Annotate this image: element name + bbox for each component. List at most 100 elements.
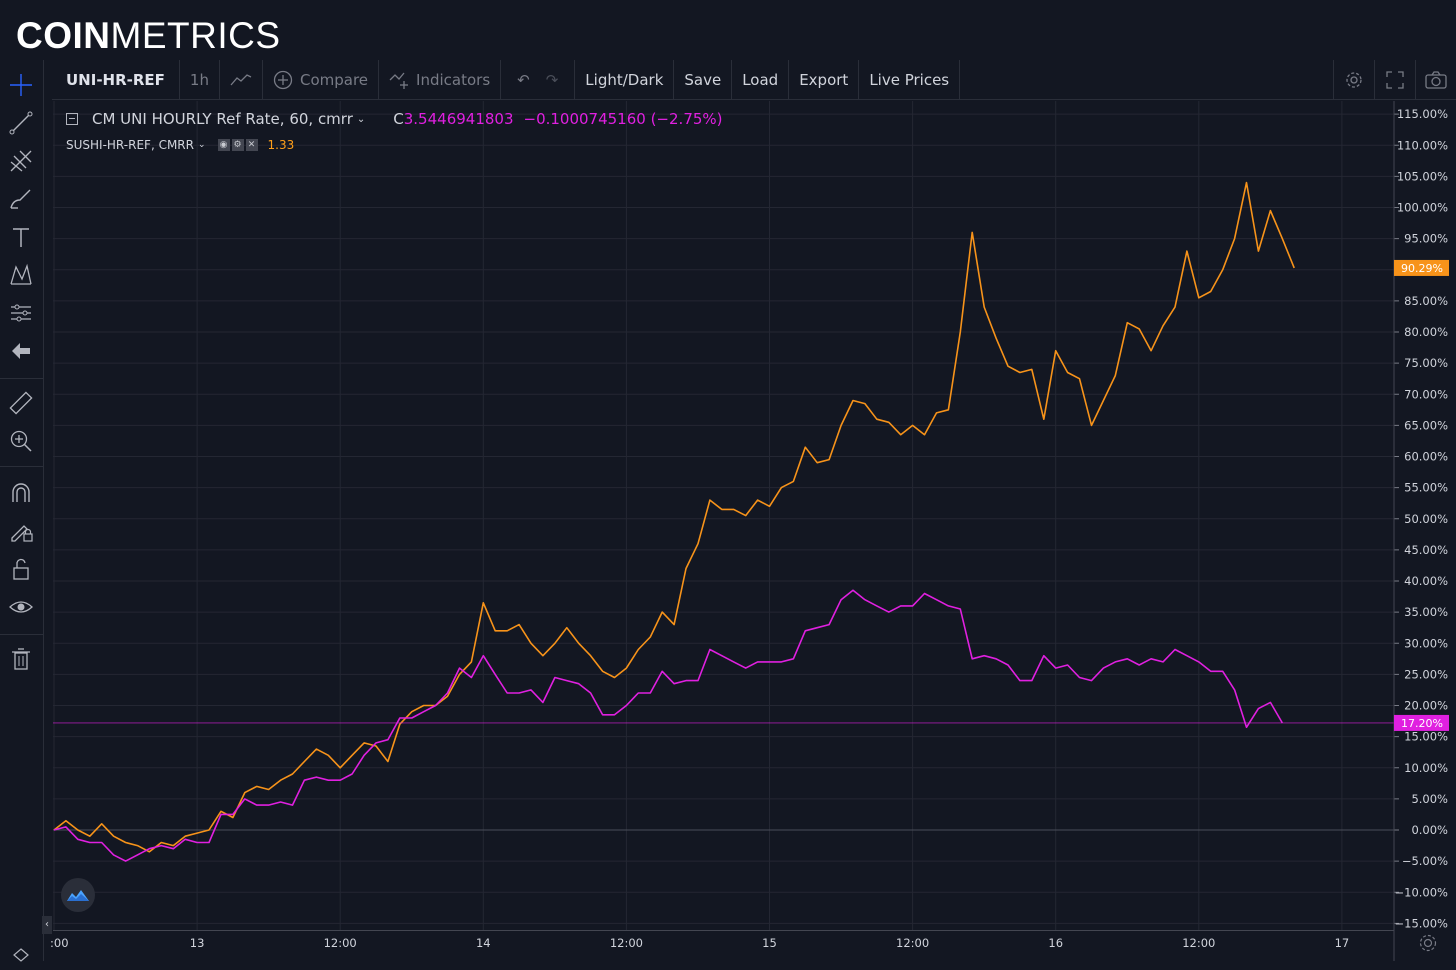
compare-label: Compare: [299, 70, 369, 89]
fullscreen-button[interactable]: [1374, 60, 1415, 100]
change-value: −0.1000745160 (−2.75%): [523, 110, 723, 128]
indicators-icon: [389, 72, 409, 89]
pattern-tool-icon[interactable]: [6, 260, 36, 290]
light-dark-button[interactable]: Light/Dark: [575, 59, 675, 100]
x-axis: :00 13 12:00 14 12:00 15 12:00 16 12:00 17: [50, 930, 1394, 950]
series-line-uni: [53, 589, 1283, 862]
y-tick-label: 55.00%: [1404, 481, 1448, 495]
symbol-button[interactable]: UNI-HR-REF: [52, 59, 180, 100]
y-tick-label: 80.00%: [1404, 325, 1448, 339]
collapse-legend-icon[interactable]: [66, 113, 78, 125]
unlock-icon[interactable]: [6, 554, 36, 584]
x-tick-label: :00: [50, 936, 69, 950]
axis-settings-icon[interactable]: [1416, 931, 1440, 955]
y-axis: 115.00%110.00%105.00%100.00%95.00%90.00%…: [1393, 101, 1449, 961]
fib-tool-icon[interactable]: [6, 146, 36, 176]
compare-series-title[interactable]: SUSHI-HR-REF, CMRR: [66, 138, 194, 152]
lock-drawing-icon[interactable]: [6, 516, 36, 546]
x-tick-label: 12:00: [896, 936, 929, 950]
close-prefix: C: [393, 110, 404, 128]
chevron-down-icon[interactable]: ⌄: [356, 113, 366, 125]
last-value-badge: [1394, 259, 1449, 276]
trash-icon[interactable]: [6, 644, 36, 674]
x-tick-label: 12:00: [1182, 936, 1215, 950]
compare-button[interactable]: Compare: [263, 59, 380, 100]
screenshot-button[interactable]: [1415, 60, 1456, 100]
arrow-left-icon[interactable]: [6, 336, 36, 366]
measure-tool-icon[interactable]: [6, 298, 36, 328]
y-tick-label: 40.00%: [1404, 574, 1448, 588]
close-icon[interactable]: ✕: [245, 139, 258, 151]
visibility-icon[interactable]: ◉: [217, 139, 230, 151]
line-chart-icon: [230, 73, 252, 85]
toolbar-right-group: [1333, 60, 1456, 100]
toolbar-divider: [0, 466, 44, 467]
y-tick-label: 20.00%: [1404, 699, 1448, 713]
main-series-title[interactable]: CM UNI HOURLY Ref Rate, 60, cmrr: [92, 110, 353, 128]
x-tick-label: 17: [1335, 936, 1350, 950]
interval-button[interactable]: 1h: [180, 59, 220, 100]
series-line-sushi: [53, 181, 1295, 853]
ruler-icon[interactable]: [6, 388, 36, 418]
plus-circle-icon: [273, 70, 293, 89]
y-tick-label: −15.00%: [1395, 916, 1449, 930]
undo-icon[interactable]: ↶: [517, 70, 530, 89]
x-tick-label: 12:00: [324, 936, 357, 950]
live-prices-button[interactable]: Live Prices: [859, 59, 961, 100]
indicators-button[interactable]: Indicators: [379, 59, 502, 100]
toolbar-divider: [0, 634, 44, 635]
y-tick-label: 105.00%: [1397, 169, 1448, 183]
toolbar-divider: [0, 378, 44, 379]
export-button[interactable]: Export: [789, 59, 860, 100]
y-tick-label: 60.00%: [1404, 450, 1448, 464]
gear-icon: [1346, 72, 1362, 88]
indicators-label: Indicators: [416, 70, 491, 89]
settings-button[interactable]: [1333, 60, 1374, 100]
compare-series-legend: SUSHI-HR-REF, CMRR ⌄ ◉ ⚙ ✕ 1.33: [66, 138, 294, 152]
y-tick-label: 5.00%: [1411, 792, 1448, 806]
compare-value: 1.33: [267, 138, 295, 152]
chart-logo-button[interactable]: [61, 878, 95, 912]
undo-redo-group: ↶ ↷: [501, 59, 576, 100]
text-tool-icon[interactable]: [6, 222, 36, 252]
save-button[interactable]: Save: [674, 59, 733, 100]
camera-icon: [1425, 71, 1447, 89]
trend-line-icon[interactable]: [6, 108, 36, 138]
x-tick-label: 13: [190, 936, 205, 950]
y-tick-label: 10.00%: [1404, 761, 1448, 775]
close-value: 3.5446941803: [403, 110, 514, 128]
eye-icon[interactable]: [6, 592, 36, 622]
y-tick-label: −10.00%: [1395, 885, 1449, 899]
y-tick-label: 35.00%: [1404, 605, 1448, 619]
magnet-icon[interactable]: [6, 478, 36, 508]
y-tick-label: 100.00%: [1397, 201, 1448, 215]
x-tick-label: 15: [762, 936, 777, 950]
series-lines: [53, 181, 1394, 862]
y-tick-label: 25.00%: [1404, 667, 1448, 681]
y-tick-label: 45.00%: [1404, 543, 1448, 557]
brush-icon[interactable]: [6, 184, 36, 214]
y-tick-label: −5.00%: [1402, 854, 1448, 868]
chevron-down-icon[interactable]: ⌄: [197, 140, 206, 150]
last-value-badges: 17.20% 90.29%: [1394, 259, 1449, 731]
gear-icon[interactable]: ⚙: [231, 139, 244, 151]
collapse-toolbar-button[interactable]: ‹: [42, 916, 52, 934]
y-tick-label: 30.00%: [1404, 636, 1448, 650]
cloud-logo-icon: [67, 890, 89, 901]
crosshair-icon[interactable]: [6, 70, 36, 100]
y-tick-label: 110.00%: [1397, 138, 1448, 152]
main-series-legend: CM UNI HOURLY Ref Rate, 60, cmrr ⌄ C 3.5…: [66, 110, 723, 128]
drawing-toolbar: [0, 60, 44, 962]
chart-type-button[interactable]: [220, 59, 263, 100]
chart-grid: [53, 101, 1394, 930]
zoom-in-icon[interactable]: [6, 426, 36, 456]
coinmetrics-logo: COINMETRICS: [16, 15, 281, 56]
load-button[interactable]: Load: [732, 59, 790, 100]
y-tick-label: 70.00%: [1404, 387, 1448, 401]
redo-icon[interactable]: ↷: [545, 70, 559, 89]
x-tick-label: 16: [1048, 936, 1063, 950]
y-tick-label: 115.00%: [1397, 107, 1448, 121]
y-tick-label: 75.00%: [1404, 356, 1448, 370]
last-value-label: 17.20%: [1401, 717, 1443, 730]
